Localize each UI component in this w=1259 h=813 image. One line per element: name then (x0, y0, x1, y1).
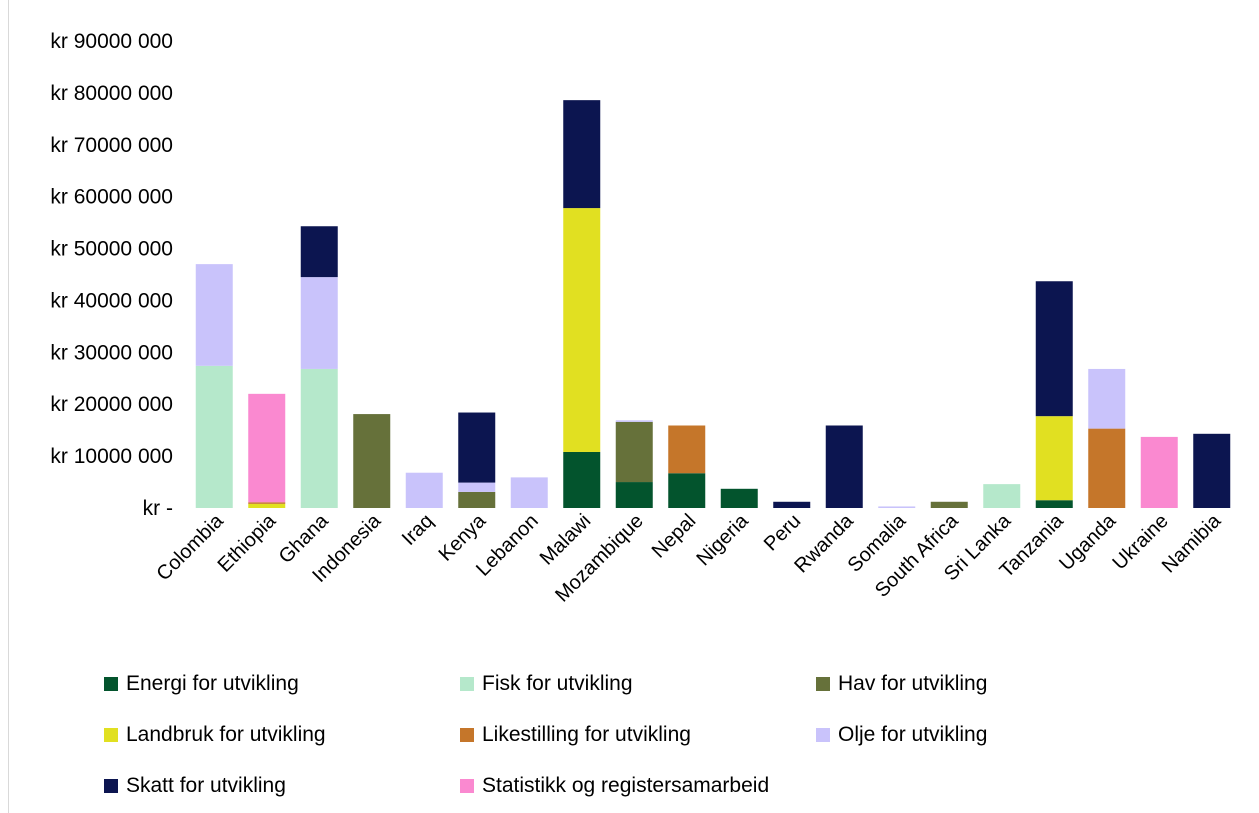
bar-segment (1035, 416, 1073, 501)
legend-swatch (460, 677, 474, 691)
legend-label: Olje for utvikling (838, 723, 988, 746)
bar-segment (300, 368, 338, 508)
legend-item: Statistikk og registersamarbeid (460, 774, 769, 798)
bar-segment (248, 502, 286, 504)
y-tick-label: kr 70000 000 (50, 134, 173, 157)
legend-item: Olje for utvikling (816, 723, 987, 747)
bar-segment (1035, 500, 1073, 508)
bar-segment (615, 420, 653, 422)
y-tick-label: kr 90000 000 (50, 30, 173, 53)
y-tick-label: kr 30000 000 (50, 341, 173, 364)
y-tick-label: kr 10000 000 (50, 445, 173, 468)
bar-segment (615, 482, 653, 508)
x-tick-label: Iraq (398, 510, 438, 550)
x-tick-label: Namibia (1158, 509, 1226, 577)
bar-segment (353, 414, 391, 508)
bar-segment (878, 506, 916, 508)
bar-segment (563, 100, 601, 209)
bar-segment (1140, 436, 1178, 508)
legend-swatch (460, 779, 474, 793)
y-tick-label: kr 20000 000 (50, 393, 173, 416)
bar-segment (983, 484, 1021, 508)
legend-item: Likestilling for utvikling (460, 723, 691, 747)
legend-swatch (104, 779, 118, 793)
bar-segment (458, 412, 496, 483)
legend-swatch (104, 677, 118, 691)
stacked-bar-chart: kr - kr 10000 000 kr 20000 000 kr 30000 000… (50, 30, 1231, 607)
legend-item: Landbruk for utvikling (104, 723, 326, 747)
legend-label: Landbruk for utvikling (126, 723, 326, 746)
y-tick-label: kr - (143, 497, 173, 520)
legend-item: Hav for utvikling (816, 672, 987, 696)
x-tick-label: Colombia (152, 509, 228, 585)
bar-segment (1035, 281, 1073, 417)
bar-segment (195, 264, 233, 366)
legend-label: Fisk for utvikling (482, 672, 633, 695)
bar-segment (1193, 433, 1231, 508)
legend-label: Likestilling for utvikling (482, 723, 691, 746)
bar-segment (458, 482, 496, 492)
bar-segment (195, 365, 233, 508)
bars (195, 100, 1231, 508)
legend-swatch (816, 728, 830, 742)
legend-label: Energi for utvikling (126, 672, 299, 695)
legend-item: Fisk for utvikling (460, 672, 633, 696)
legend-swatch (104, 728, 118, 742)
bar-segment (930, 501, 968, 508)
legend-label: Skatt for utvikling (126, 774, 286, 797)
y-tick-label: kr 40000 000 (50, 289, 173, 312)
legend-swatch (460, 728, 474, 742)
bar-segment (405, 472, 443, 508)
bar-segment (248, 503, 286, 508)
bar-segment (825, 425, 863, 508)
y-tick-label: kr 60000 000 (50, 186, 173, 209)
bar-segment (300, 277, 338, 369)
bar-segment (1088, 428, 1126, 508)
bar-segment (668, 473, 706, 508)
bar-segment (720, 488, 758, 508)
x-tick-label: Uganda (1055, 509, 1121, 575)
legend-item: Skatt for utvikling (104, 774, 286, 798)
chart-frame-edge (8, 0, 9, 813)
y-axis: kr - kr 10000 000 kr 20000 000 kr 30000 000… (50, 30, 173, 520)
bar-segment (300, 226, 338, 278)
bar-segment (615, 421, 653, 483)
bar-segment (563, 208, 601, 452)
bar-segment (458, 491, 496, 508)
bar-segment (773, 501, 811, 508)
legend-item: Energi for utvikling (104, 672, 299, 696)
x-tick-label: Nigeria (692, 509, 753, 570)
bar-segment (1088, 368, 1126, 429)
y-tick-label: kr 80000 000 (50, 82, 173, 105)
y-tick-label: kr 50000 000 (50, 238, 173, 261)
legend-swatch (816, 677, 830, 691)
x-tick-label: Ethiopia (214, 509, 281, 576)
bar-segment (510, 477, 548, 508)
bar-segment (668, 425, 706, 474)
legend-label: Hav for utvikling (838, 672, 988, 695)
x-tick-label: Rwanda (790, 509, 858, 577)
bar-segment (563, 451, 601, 508)
x-tick-label: Peru (760, 510, 805, 555)
bar-segment (248, 393, 286, 503)
legend-label: Statistikk og registersamarbeid (482, 774, 770, 797)
